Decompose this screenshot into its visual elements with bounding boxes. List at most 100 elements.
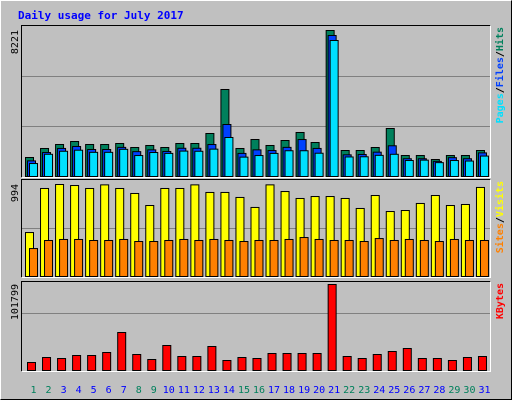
panel bbox=[21, 281, 490, 371]
bar bbox=[389, 239, 399, 277]
panel-shadow bbox=[21, 281, 491, 372]
x-tick-label: 11 bbox=[178, 385, 190, 396]
x-tick-label: 16 bbox=[253, 385, 265, 396]
x-tick-label: 29 bbox=[448, 385, 460, 396]
bar bbox=[252, 357, 262, 371]
bar bbox=[89, 151, 99, 177]
bar bbox=[329, 39, 339, 178]
bar bbox=[344, 239, 354, 277]
x-tick-label: 12 bbox=[193, 385, 205, 396]
bar bbox=[74, 238, 84, 278]
bar bbox=[464, 160, 474, 178]
bar bbox=[374, 154, 384, 177]
bar bbox=[149, 241, 159, 277]
bar bbox=[389, 153, 399, 177]
bar bbox=[269, 239, 279, 277]
bar bbox=[419, 159, 429, 178]
legend: Pages/Files/Hits bbox=[494, 27, 506, 123]
x-tick-label: 18 bbox=[283, 385, 295, 396]
bar bbox=[224, 239, 234, 277]
bar bbox=[312, 353, 322, 372]
x-tick-label: 1 bbox=[31, 385, 37, 396]
bar bbox=[179, 150, 189, 178]
bar bbox=[134, 241, 144, 277]
bar bbox=[162, 344, 172, 372]
x-tick-label: 10 bbox=[163, 385, 175, 396]
bar bbox=[314, 152, 324, 177]
legend-separator: / bbox=[495, 217, 506, 223]
bar bbox=[42, 357, 52, 371]
y-tick-label: 101799 bbox=[10, 284, 21, 320]
bar bbox=[179, 238, 189, 278]
bar bbox=[149, 152, 159, 177]
x-tick-label: 26 bbox=[403, 385, 415, 396]
x-tick-label: 17 bbox=[268, 385, 280, 396]
bar bbox=[44, 153, 54, 177]
legend-text: Sites/Visits bbox=[494, 181, 506, 253]
x-tick-label: 22 bbox=[343, 385, 355, 396]
panel-shadow bbox=[21, 179, 491, 278]
bar bbox=[462, 357, 472, 371]
panel-light bbox=[21, 25, 491, 178]
bar bbox=[209, 148, 219, 177]
legend-entry: Hits bbox=[494, 27, 506, 51]
bar bbox=[29, 248, 38, 278]
bar bbox=[132, 354, 142, 372]
x-tick-label: 31 bbox=[478, 385, 490, 396]
bar bbox=[29, 163, 38, 178]
x-tick-label: 30 bbox=[463, 385, 475, 396]
x-tick-label: 7 bbox=[121, 385, 127, 396]
bar bbox=[222, 360, 232, 372]
bar bbox=[194, 150, 204, 178]
x-tick-label: 23 bbox=[358, 385, 370, 396]
bar bbox=[207, 346, 217, 372]
panel-light bbox=[21, 281, 491, 372]
bar bbox=[194, 239, 204, 277]
bar bbox=[387, 351, 397, 371]
bar bbox=[329, 239, 339, 277]
bar bbox=[284, 150, 294, 177]
legend-entry: KBytes bbox=[495, 283, 506, 319]
bar bbox=[479, 239, 489, 277]
bar bbox=[192, 355, 202, 371]
bar bbox=[102, 351, 112, 372]
panel-light bbox=[21, 179, 491, 278]
bar bbox=[239, 241, 249, 277]
x-tick-label: 4 bbox=[76, 385, 82, 396]
x-tick-label: 8 bbox=[136, 385, 142, 396]
y-tick-label: 994 bbox=[10, 184, 21, 202]
bar bbox=[89, 239, 99, 277]
bar bbox=[419, 239, 429, 277]
legend-text: KBytes bbox=[495, 283, 506, 319]
legend-entry: Files bbox=[494, 57, 506, 87]
x-tick-label: 15 bbox=[238, 385, 250, 396]
legend-entry: Sites bbox=[494, 223, 506, 253]
bar bbox=[87, 354, 97, 371]
bar bbox=[74, 149, 84, 178]
bar bbox=[117, 331, 127, 372]
x-tick-label: 5 bbox=[91, 385, 97, 396]
x-tick-label: 13 bbox=[208, 385, 220, 396]
bar bbox=[147, 358, 157, 372]
bar bbox=[237, 357, 247, 371]
bar bbox=[282, 353, 292, 372]
bar bbox=[267, 353, 277, 372]
bar bbox=[449, 238, 459, 278]
legend-entry: Visits bbox=[494, 181, 506, 217]
bar bbox=[404, 238, 414, 278]
x-tick-label: 19 bbox=[298, 385, 310, 396]
bar bbox=[164, 239, 174, 277]
bar bbox=[27, 361, 36, 371]
bar bbox=[299, 150, 309, 177]
bar bbox=[209, 238, 219, 278]
bar bbox=[374, 238, 384, 277]
bar bbox=[447, 360, 457, 372]
bar bbox=[119, 148, 129, 178]
legend: Sites/Visits bbox=[494, 181, 506, 253]
bar bbox=[314, 238, 324, 278]
bar bbox=[59, 238, 69, 278]
bar bbox=[269, 152, 279, 177]
bar bbox=[432, 357, 442, 371]
